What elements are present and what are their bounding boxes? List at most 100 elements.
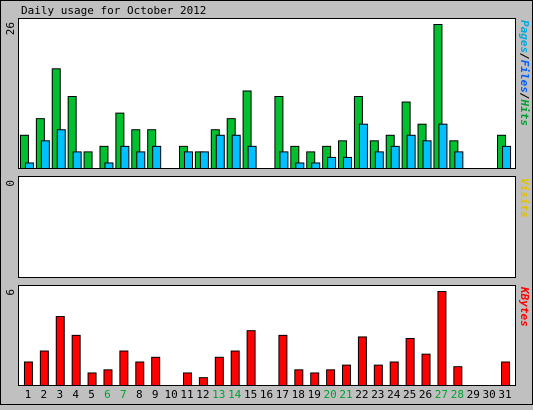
x-tick-label: 3 (56, 388, 63, 401)
bar-kbytes-day-31 (501, 361, 511, 386)
x-tick-label: 8 (136, 388, 143, 401)
bar-kbytes-day-1 (23, 361, 33, 386)
bar-files-day-9 (152, 145, 162, 170)
x-tick-label: 15 (244, 388, 257, 401)
bar-kbytes-day-17 (278, 334, 288, 387)
bar-kbytes-day-19 (310, 372, 320, 387)
plot-area (18, 285, 516, 386)
x-tick-label: 22 (355, 388, 368, 401)
bar-hits-day-8 (131, 129, 141, 170)
bar-kbytes-day-11 (182, 372, 192, 387)
legend-top: Pages/Files/Hits (518, 20, 531, 126)
bar-files-day-23 (374, 151, 384, 169)
bar-files-day-1 (24, 162, 34, 169)
panel-pages-files-hits: 26 Pages/Files/Hits (4, 18, 531, 170)
bar-files-day-12 (199, 151, 209, 169)
bar-files-day-17 (279, 151, 289, 169)
bar-kbytes-day-27 (437, 291, 447, 386)
bar-files-day-7 (120, 145, 130, 170)
bar-kbytes-day-3 (55, 316, 65, 387)
legend-part: Files (518, 60, 531, 93)
x-tick-label: 20 (323, 388, 336, 401)
x-tick-label: 21 (339, 388, 352, 401)
x-tick-label: 25 (403, 388, 416, 401)
bar-kbytes-day-18 (294, 369, 304, 387)
bar-files-day-27 (438, 123, 448, 169)
panel-kbytes: 6 KBytes (4, 285, 531, 387)
bar-files-day-24 (390, 145, 400, 170)
bar-kbytes-day-4 (71, 334, 81, 387)
x-tick-label: 18 (292, 388, 305, 401)
x-tick-label: 11 (180, 388, 193, 401)
x-tick-label: 14 (228, 388, 242, 401)
bar-kbytes-day-22 (357, 336, 367, 386)
x-tick-label: 10 (164, 388, 177, 401)
x-axis-day-labels: 1 2 3 4 5 6 7 8 9 10 11 12 13 14 15 16 17 18 19 20 21 22 23 24 2… (25, 388, 512, 401)
x-tick-label: 17 (276, 388, 289, 401)
bar-kbytes-day-14 (230, 350, 240, 386)
x-tick-label: 13 (212, 388, 225, 401)
bar-kbytes-day-26 (421, 353, 431, 386)
panel-visits: 0 Visits (4, 176, 531, 278)
legend-part: / (518, 93, 531, 100)
x-tick-label: 4 (72, 388, 79, 401)
bar-files-day-19 (311, 162, 321, 169)
bar-kbytes-day-13 (214, 356, 224, 386)
bar-kbytes-day-28 (453, 366, 463, 387)
bar-files-day-25 (406, 134, 416, 169)
bar-files-day-11 (183, 151, 193, 169)
legend-bottom: KBytes (518, 286, 531, 327)
bar-files-day-20 (327, 156, 337, 170)
legend-part: Pages (518, 20, 531, 53)
x-tick-label: 29 (467, 388, 480, 401)
bar-kbytes-day-15 (246, 330, 256, 386)
bar-kbytes-day-6 (103, 369, 113, 387)
y-axis-max-label: 26 (4, 22, 17, 35)
bar-hits-day-21 (338, 140, 348, 170)
bar-kbytes-day-23 (373, 364, 383, 386)
bar-kbytes-day-7 (119, 350, 129, 386)
bar-files-day-14 (231, 134, 241, 169)
legend-part: Visits (518, 178, 531, 218)
x-tick-label: 24 (387, 388, 401, 401)
legend-middle: Visits (518, 178, 531, 218)
legend-part: / (518, 53, 531, 60)
legend-part: KBytes (518, 286, 531, 327)
bar-kbytes-day-12 (198, 377, 208, 386)
bar-kbytes-day-8 (135, 361, 145, 386)
bar-hits-day-19 (306, 151, 316, 169)
bar-files-day-8 (136, 151, 146, 169)
bar-hits-day-7 (115, 112, 125, 170)
x-tick-label: 26 (419, 388, 432, 401)
bar-kbytes-day-9 (151, 356, 161, 386)
bar-files-day-18 (295, 162, 305, 169)
bar-hits-day-4 (67, 96, 77, 169)
bar-files-day-2 (40, 140, 50, 170)
x-tick-label: 19 (308, 388, 321, 401)
y-axis-max-label: 0 (4, 180, 17, 187)
bar-files-day-15 (247, 145, 257, 170)
plot-area (18, 176, 516, 278)
bar-hits-day-27 (433, 24, 443, 169)
bar-files-day-22 (358, 123, 368, 169)
bar-kbytes-day-2 (39, 350, 49, 386)
x-tick-label: 30 (483, 388, 496, 401)
bar-files-day-21 (343, 156, 353, 170)
x-tick-label: 5 (88, 388, 95, 401)
x-tick-label: 6 (104, 388, 111, 401)
bar-files-day-13 (215, 134, 225, 169)
bar-hits-day-3 (51, 68, 61, 169)
bar-kbytes-day-24 (389, 361, 399, 386)
bar-files-day-3 (56, 129, 66, 170)
bar-hits-day-15 (242, 90, 252, 169)
bar-kbytes-day-20 (326, 369, 336, 387)
bar-hits-day-6 (99, 145, 109, 170)
bar-kbytes-day-25 (405, 338, 415, 386)
bar-hits-day-5 (83, 151, 93, 169)
x-tick-label: 1 (25, 388, 32, 401)
bar-hits-day-1 (19, 134, 29, 169)
bar-hits-day-17 (274, 96, 284, 169)
x-tick-label: 9 (152, 388, 159, 401)
